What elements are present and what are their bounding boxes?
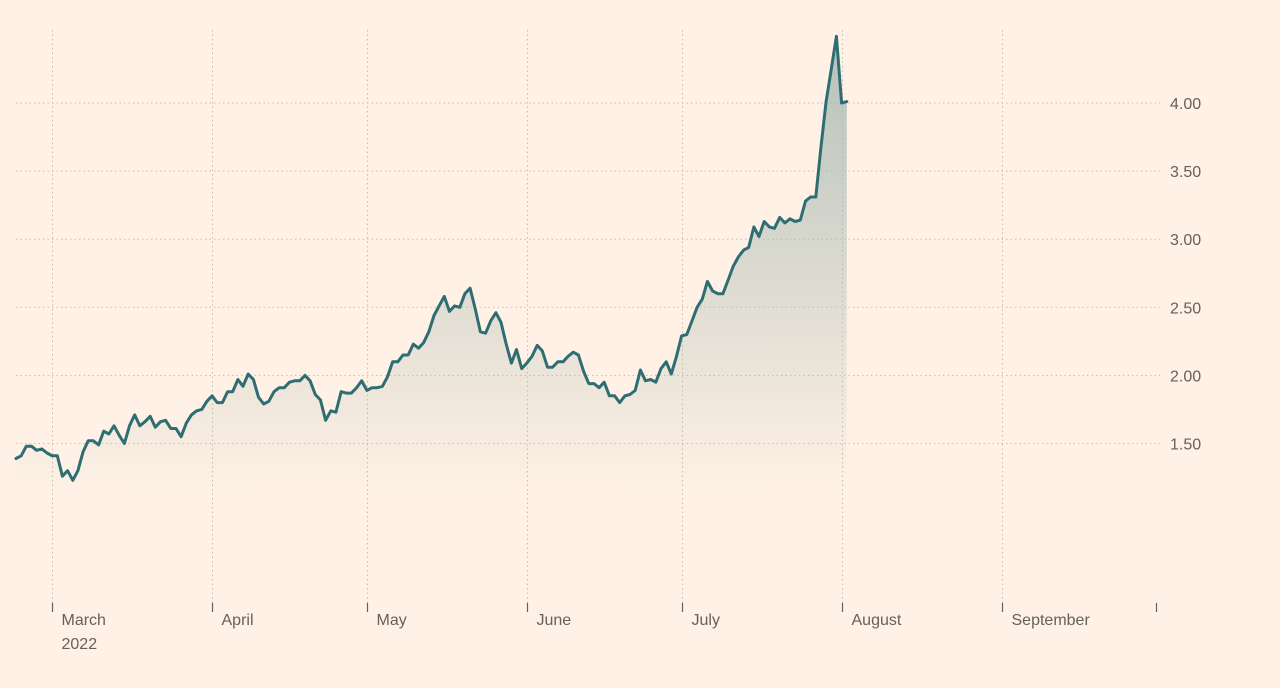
grid — [16, 30, 1160, 603]
series-area — [16, 36, 847, 492]
x-tick-label: September — [1012, 612, 1091, 629]
y-tick-label: 1.50 — [1170, 437, 1201, 454]
y-tick-label: 2.00 — [1170, 368, 1201, 385]
y-tick-label: 2.50 — [1170, 300, 1201, 317]
x-tick-label: August — [852, 612, 902, 629]
plot-area — [14, 34, 849, 492]
y-tick-label: 3.00 — [1170, 232, 1201, 249]
x-tick-label: April — [222, 612, 254, 629]
x-tick-label: July — [692, 612, 720, 629]
x-tick-label: June — [537, 612, 572, 629]
x-tick-sublabel: 2022 — [62, 636, 98, 653]
axes: 1.50 2.00 2.50 3.00 3.50 4.00 March 2022 April Ma… — [51, 96, 1201, 653]
y-tick-label: 4.00 — [1170, 96, 1201, 113]
series-line — [14, 34, 849, 482]
x-tick-label: March — [62, 612, 106, 629]
y-tick-label: 3.50 — [1170, 164, 1201, 181]
x-tick-label: May — [377, 612, 407, 629]
